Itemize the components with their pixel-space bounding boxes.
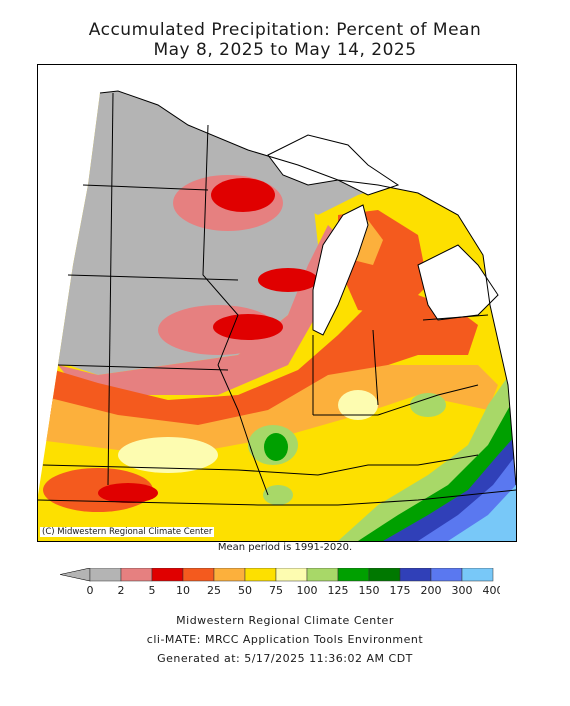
legend-swatch bbox=[244, 568, 277, 582]
legend-swatch bbox=[89, 568, 122, 582]
legend-tick-label: 5 bbox=[149, 584, 156, 597]
map-subtitle: May 8, 2025 to May 14, 2025 bbox=[153, 40, 417, 60]
footer-app: cli-MATE: MRCC Application Tools Environ… bbox=[146, 633, 424, 646]
legend-tick-label: 10 bbox=[176, 584, 190, 597]
legend-arrow bbox=[60, 568, 91, 582]
legend-tick-label: 125 bbox=[328, 584, 349, 597]
legend-tick-label: 50 bbox=[238, 584, 252, 597]
legend-swatch bbox=[275, 568, 308, 582]
legend-swatch bbox=[461, 568, 494, 582]
legend-tick-label: 200 bbox=[421, 584, 442, 597]
legend-tick-label: 400 bbox=[483, 584, 501, 597]
legend-tick-label: 25 bbox=[207, 584, 221, 597]
legend-tick-label: 75 bbox=[269, 584, 283, 597]
legend-swatch bbox=[182, 568, 215, 582]
footer-generated: Generated at: 5/17/2025 11:36:02 AM CDT bbox=[157, 652, 413, 665]
legend-swatch bbox=[151, 568, 184, 582]
footer-org: Midwestern Regional Climate Center bbox=[176, 614, 394, 627]
precipitation-map bbox=[37, 64, 517, 542]
legend-tick-label: 100 bbox=[297, 584, 318, 597]
mean-period-note: Mean period is 1991-2020. bbox=[217, 542, 353, 553]
legend-tick-label: 2 bbox=[118, 584, 125, 597]
legend-swatch bbox=[399, 568, 432, 582]
legend-swatch bbox=[306, 568, 339, 582]
copyright-label: (C) Midwestern Regional Climate Center bbox=[40, 527, 215, 537]
legend-tick-label: 0 bbox=[87, 584, 94, 597]
color-legend: 02510255075100125150175200300400 bbox=[60, 568, 501, 597]
map-svg bbox=[38, 90, 516, 541]
map-title: Accumulated Precipitation: Percent of Me… bbox=[88, 20, 482, 40]
legend-swatch bbox=[337, 568, 370, 582]
legend-swatch bbox=[120, 568, 153, 582]
legend-swatch bbox=[368, 568, 401, 582]
legend-swatch bbox=[213, 568, 246, 582]
legend-tick-label: 300 bbox=[452, 584, 473, 597]
legend-swatch bbox=[430, 568, 463, 582]
legend-tick-label: 150 bbox=[359, 584, 380, 597]
legend-tick-label: 175 bbox=[390, 584, 411, 597]
